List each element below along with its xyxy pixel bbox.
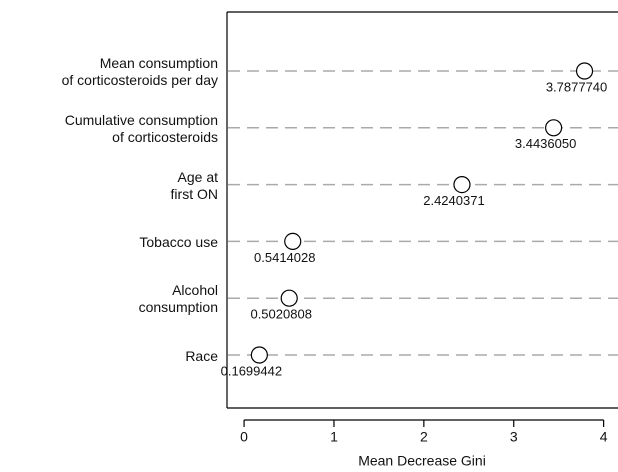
dot: [250, 346, 268, 364]
x-tick-label: 4: [600, 429, 608, 445]
x-axis-title: Mean Decrease Gini: [358, 453, 486, 469]
x-tick-label: 1: [330, 429, 338, 445]
dot: [575, 62, 594, 80]
dot: [545, 119, 563, 137]
value-label: 3.4436050: [515, 136, 576, 151]
dot: [284, 232, 302, 250]
category-label: Tobacco use: [139, 233, 218, 250]
x-tick-label: 2: [420, 429, 428, 445]
value-label: 0.1699442: [221, 363, 282, 378]
category-label: Cumulative consumption of corticosteroid…: [64, 111, 218, 145]
category-label: Age at first ON: [170, 168, 218, 202]
category-label: Race: [185, 347, 218, 364]
category-label: Mean consumption of corticosteroids per …: [61, 55, 218, 88]
dot: [453, 176, 471, 194]
value-label: 3.7877740: [546, 79, 607, 94]
value-label: 0.5414028: [254, 250, 315, 265]
x-tick-label: 3: [510, 429, 518, 445]
x-tick-label: 0: [240, 429, 248, 445]
dot: [280, 289, 298, 307]
value-label: 2.4240371: [423, 193, 484, 208]
value-label: 0.5020808: [250, 307, 311, 322]
category-label: Alcohol consumption: [138, 282, 218, 316]
